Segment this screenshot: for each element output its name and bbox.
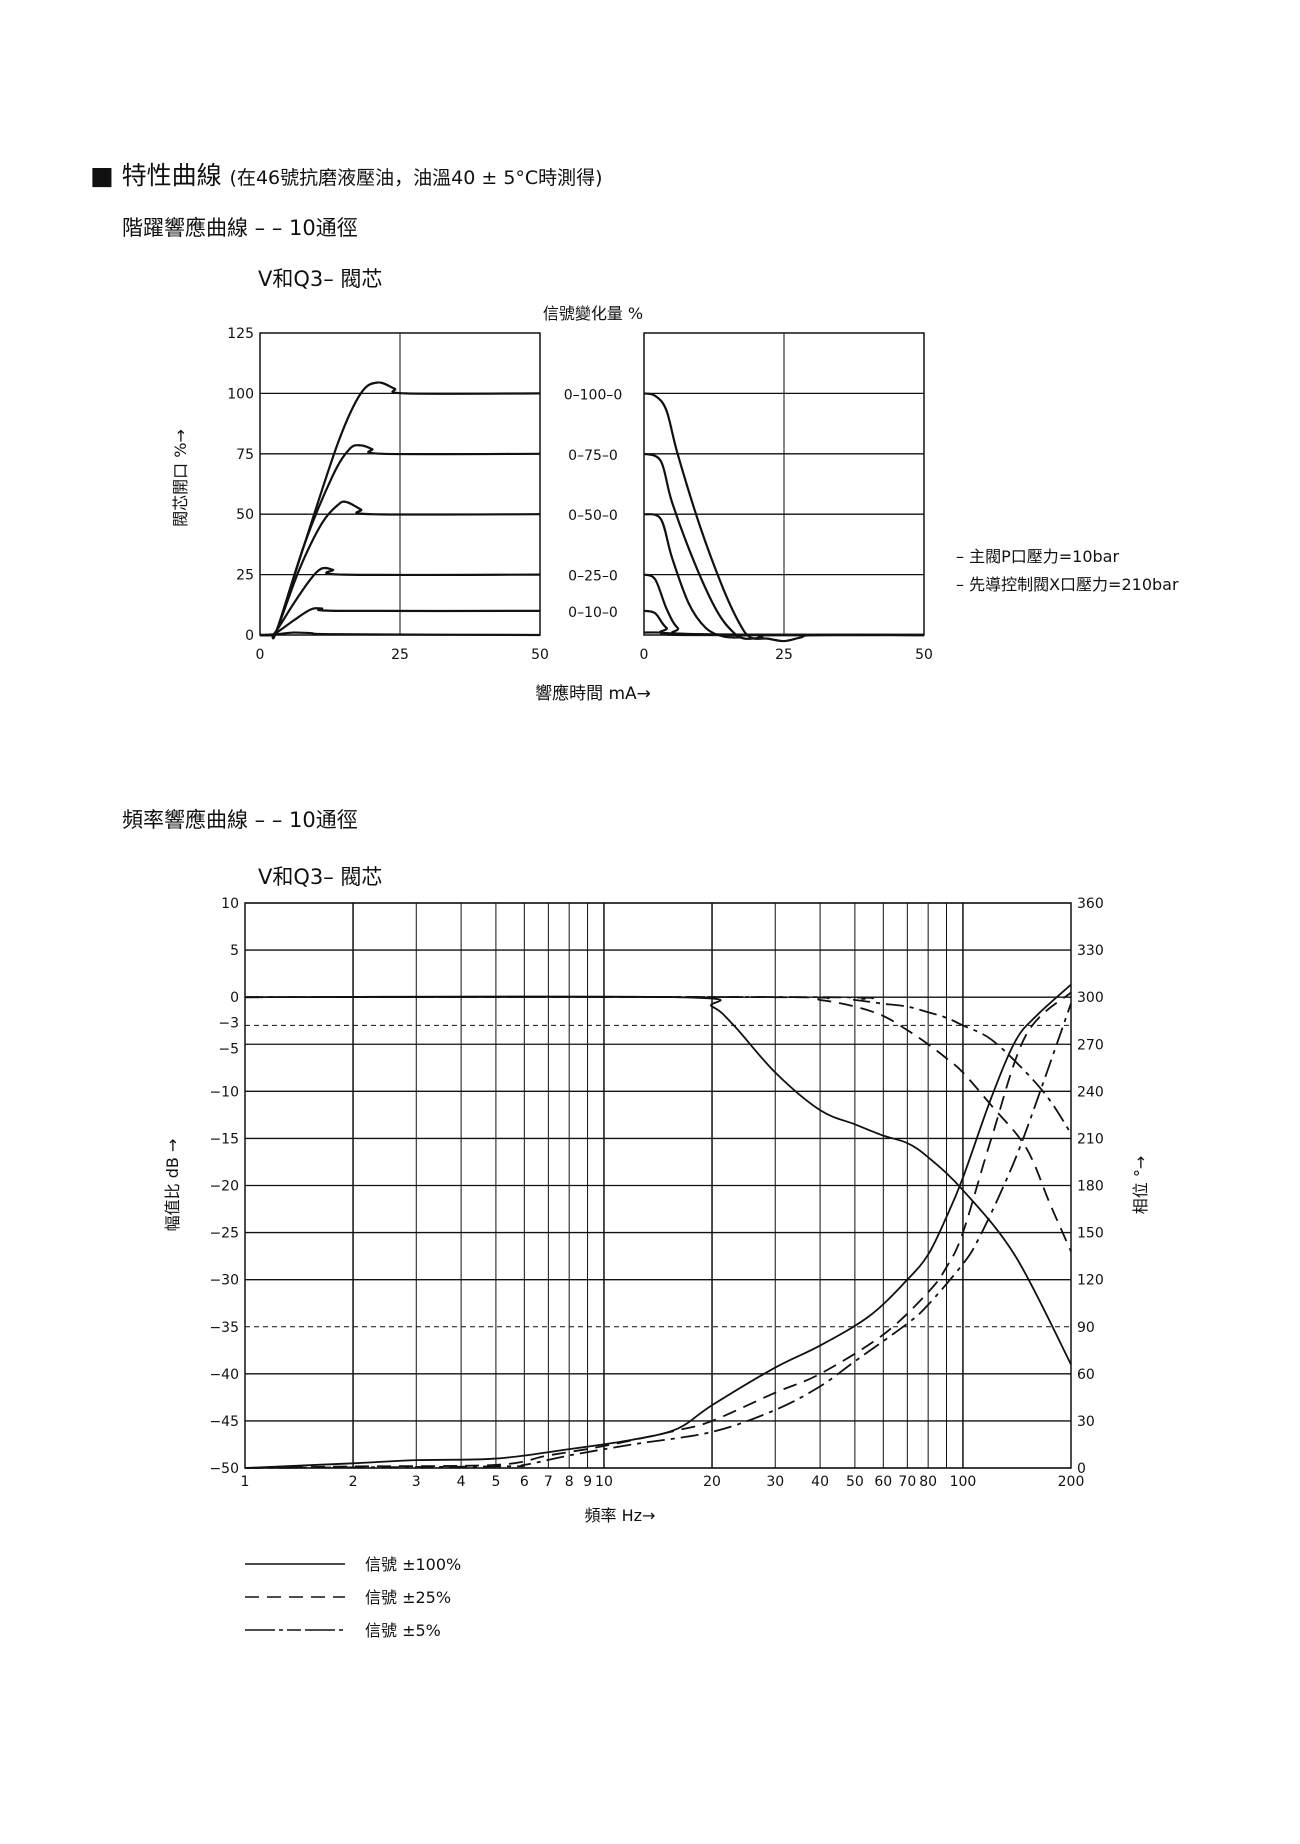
- y-tick-label: 100: [227, 386, 254, 402]
- x-tick-label: 1: [241, 1474, 250, 1490]
- y-tick-label: −15: [209, 1131, 239, 1147]
- y2-axis-label: 相位 °→: [1131, 1156, 1150, 1215]
- x-axis-label: 頻率 Hz→: [585, 1506, 656, 1525]
- plot-frame: [244, 902, 1072, 1469]
- y2-tick-label: 270: [1077, 1037, 1104, 1053]
- signal-label: 0–50–0: [568, 508, 618, 524]
- x-tick-label: 9: [583, 1474, 592, 1490]
- step-curve-0: [643, 631, 925, 637]
- x-tick-label: 0: [640, 647, 649, 663]
- amplitude-curve-solid: [244, 995, 1072, 1365]
- y2-tick-label: 30: [1077, 1414, 1095, 1430]
- legend-label: 信號 ±100%: [365, 1555, 461, 1574]
- y-tick-label: 50: [236, 507, 254, 523]
- x-tick-label: 10: [595, 1474, 613, 1490]
- y2-tick-label: 60: [1077, 1367, 1095, 1383]
- y-tick-label: −30: [209, 1273, 239, 1289]
- step-curve-0: [259, 631, 541, 637]
- signal-label: 0–10–0: [568, 605, 618, 621]
- y-tick-label: 0: [230, 990, 239, 1006]
- x-tick-label: 80: [919, 1474, 937, 1490]
- x-tick-label: 5: [491, 1474, 500, 1490]
- step-curve-75: [259, 444, 541, 640]
- step-curve-50: [259, 500, 541, 638]
- condition-note: – 主閥P口壓力=10bar: [956, 547, 1119, 566]
- y-tick-label: 75: [236, 447, 254, 463]
- y2-tick-label: 120: [1077, 1273, 1104, 1289]
- x-tick-label: 50: [531, 647, 549, 663]
- step-section-title: 階躍響應曲線 – – 10通徑: [122, 216, 358, 240]
- x-tick-label: 0: [256, 647, 265, 663]
- y-tick-label: −20: [209, 1179, 239, 1195]
- signal-label: 0–100–0: [564, 387, 623, 403]
- signal-label: 0–75–0: [568, 448, 618, 464]
- y2-tick-label: 210: [1077, 1131, 1104, 1147]
- x-axis-label: 響應時間 mA→: [535, 683, 651, 704]
- x-tick-label: 200: [1058, 1474, 1085, 1490]
- y-tick-label: −3: [218, 1015, 239, 1031]
- y-tick-label: −35: [209, 1320, 239, 1336]
- top-label: 信號變化量 %: [543, 304, 643, 323]
- y2-tick-label: 240: [1077, 1084, 1104, 1100]
- legend-label: 信號 ±25%: [365, 1588, 451, 1607]
- phase-curve-dash-dot: [244, 1003, 1072, 1469]
- y-tick-label: −50: [209, 1461, 239, 1477]
- x-tick-label: 3: [412, 1474, 421, 1490]
- y-axis-label: 閥芯開口 %→: [171, 429, 190, 527]
- title-note: (在46號抗磨液壓油，油溫40 ± 5°C時測得): [229, 167, 603, 189]
- title-bullet: ■: [90, 161, 114, 190]
- title-text: 特性曲線: [121, 161, 222, 190]
- signal-label: 0–25–0: [568, 569, 618, 585]
- phase-curve-dashed: [244, 991, 1072, 1469]
- y-tick-label: −10: [209, 1084, 239, 1100]
- y-tick-label: 5: [230, 943, 239, 959]
- y-tick-label: −5: [218, 1041, 239, 1057]
- main-title: ■ 特性曲線 (在46號抗磨液壓油，油溫40 ± 5°C時測得): [90, 156, 603, 192]
- amplitude-curve-dash-dot: [244, 996, 1072, 1135]
- y-tick-label: 25: [236, 568, 254, 584]
- y-tick-label: 0: [245, 628, 254, 644]
- y-tick-label: 10: [221, 896, 239, 912]
- y-tick-label: −25: [209, 1226, 239, 1242]
- x-tick-label: 8: [565, 1474, 574, 1490]
- y-tick-label: 125: [227, 326, 254, 342]
- x-tick-label: 25: [391, 647, 409, 663]
- y2-tick-label: 300: [1077, 990, 1104, 1006]
- freq-section-title: 頻率響應曲線 – – 10通徑: [122, 808, 358, 832]
- y2-tick-label: 0: [1077, 1461, 1086, 1477]
- x-tick-label: 4: [457, 1474, 466, 1490]
- condition-note: – 先導控制閥X口壓力=210bar: [956, 575, 1179, 594]
- x-tick-label: 40: [811, 1474, 829, 1490]
- x-tick-label: 50: [915, 647, 933, 663]
- freq-chart-title: V和Q3– 閥芯: [258, 865, 383, 889]
- y-axis-label: 幅值比 dB →: [163, 1139, 182, 1232]
- x-tick-label: 50: [846, 1474, 864, 1490]
- y2-tick-label: 180: [1077, 1179, 1104, 1195]
- y2-tick-label: 90: [1077, 1320, 1095, 1336]
- y-tick-label: −45: [209, 1414, 239, 1430]
- x-tick-label: 2: [349, 1474, 358, 1490]
- x-tick-label: 20: [703, 1474, 721, 1490]
- x-tick-label: 70: [898, 1474, 916, 1490]
- phase-curve-solid: [244, 983, 1072, 1469]
- x-tick-label: 25: [775, 647, 793, 663]
- x-tick-label: 60: [874, 1474, 892, 1490]
- x-tick-label: 30: [766, 1474, 784, 1490]
- y-tick-label: −40: [209, 1367, 239, 1383]
- amplitude-curve-dashed: [244, 996, 1072, 1252]
- y2-tick-label: 360: [1077, 896, 1104, 912]
- step-chart-title: V和Q3– 閥芯: [258, 267, 383, 291]
- step-curve-100: [643, 392, 925, 643]
- y2-tick-label: 330: [1077, 943, 1104, 959]
- x-tick-label: 6: [520, 1474, 529, 1490]
- y2-tick-label: 150: [1077, 1226, 1104, 1242]
- x-tick-label: 7: [544, 1474, 553, 1490]
- x-tick-label: 100: [950, 1474, 977, 1490]
- legend-label: 信號 ±5%: [365, 1621, 441, 1640]
